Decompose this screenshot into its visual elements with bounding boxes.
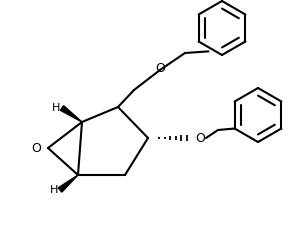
Text: O: O [195,132,205,145]
Text: O: O [155,62,165,75]
Polygon shape [60,106,82,122]
Text: H: H [50,185,58,195]
Text: H: H [52,103,60,113]
Polygon shape [58,175,78,192]
Text: O: O [31,141,41,154]
